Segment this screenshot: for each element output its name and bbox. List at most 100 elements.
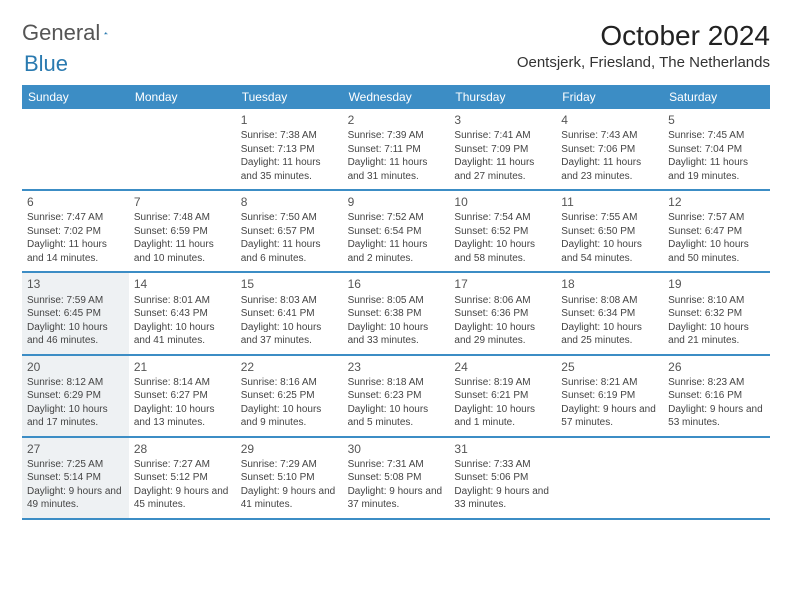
day-number: 1 [241, 112, 338, 128]
day-number: 17 [454, 276, 551, 292]
sunset-line: Sunset: 7:11 PM [348, 143, 445, 157]
day-cell: 31Sunrise: 7:33 AMSunset: 5:06 PMDayligh… [449, 438, 556, 518]
day-cell: 12Sunrise: 7:57 AMSunset: 6:47 PMDayligh… [663, 191, 770, 271]
day-number: 2 [348, 112, 445, 128]
daylight-line: Daylight: 11 hours and 19 minutes. [668, 156, 765, 183]
sunset-line: Sunset: 7:06 PM [561, 143, 658, 157]
day-number: 24 [454, 359, 551, 375]
day-number: 12 [668, 194, 765, 210]
day-cell: 3Sunrise: 7:41 AMSunset: 7:09 PMDaylight… [449, 109, 556, 189]
week-row: 27Sunrise: 7:25 AMSunset: 5:14 PMDayligh… [22, 438, 770, 520]
day-cell: 21Sunrise: 8:14 AMSunset: 6:27 PMDayligh… [129, 356, 236, 436]
sunrise-line: Sunrise: 7:50 AM [241, 211, 338, 225]
sunrise-line: Sunrise: 8:19 AM [454, 376, 551, 390]
daylight-line: Daylight: 10 hours and 58 minutes. [454, 238, 551, 265]
sunrise-line: Sunrise: 8:21 AM [561, 376, 658, 390]
day-cell: 30Sunrise: 7:31 AMSunset: 5:08 PMDayligh… [343, 438, 450, 518]
sunset-line: Sunset: 6:36 PM [454, 307, 551, 321]
daylight-line: Daylight: 11 hours and 10 minutes. [134, 238, 231, 265]
day-cell: 26Sunrise: 8:23 AMSunset: 6:16 PMDayligh… [663, 356, 770, 436]
day-cell: 19Sunrise: 8:10 AMSunset: 6:32 PMDayligh… [663, 273, 770, 353]
day-number: 15 [241, 276, 338, 292]
sunset-line: Sunset: 5:08 PM [348, 471, 445, 485]
month-title: October 2024 [517, 20, 770, 52]
day-cell: 16Sunrise: 8:05 AMSunset: 6:38 PMDayligh… [343, 273, 450, 353]
sunrise-line: Sunrise: 7:29 AM [241, 458, 338, 472]
daylight-line: Daylight: 11 hours and 35 minutes. [241, 156, 338, 183]
calendar-page: General October 2024 Oentsjerk, Frieslan… [0, 0, 792, 540]
sunset-line: Sunset: 6:47 PM [668, 225, 765, 239]
sunset-line: Sunset: 6:32 PM [668, 307, 765, 321]
day-number: 28 [134, 441, 231, 457]
day-number: 30 [348, 441, 445, 457]
daylight-line: Daylight: 11 hours and 27 minutes. [454, 156, 551, 183]
sunrise-line: Sunrise: 7:59 AM [27, 294, 124, 308]
sunset-line: Sunset: 5:10 PM [241, 471, 338, 485]
sunrise-line: Sunrise: 8:14 AM [134, 376, 231, 390]
day-number: 20 [27, 359, 124, 375]
sunset-line: Sunset: 7:13 PM [241, 143, 338, 157]
sunrise-line: Sunrise: 8:12 AM [27, 376, 124, 390]
location-subtitle: Oentsjerk, Friesland, The Netherlands [517, 54, 770, 71]
daylight-line: Daylight: 9 hours and 37 minutes. [348, 485, 445, 512]
empty-cell [556, 438, 663, 518]
brand-logo: General [22, 20, 126, 46]
brand-part2: Blue [24, 51, 68, 76]
day-cell: 27Sunrise: 7:25 AMSunset: 5:14 PMDayligh… [22, 438, 129, 518]
sunset-line: Sunset: 5:14 PM [27, 471, 124, 485]
day-number: 27 [27, 441, 124, 457]
daylight-line: Daylight: 10 hours and 37 minutes. [241, 321, 338, 348]
day-number: 29 [241, 441, 338, 457]
day-number: 10 [454, 194, 551, 210]
day-number: 11 [561, 194, 658, 210]
day-cell: 24Sunrise: 8:19 AMSunset: 6:21 PMDayligh… [449, 356, 556, 436]
day-number: 8 [241, 194, 338, 210]
day-cell: 6Sunrise: 7:47 AMSunset: 7:02 PMDaylight… [22, 191, 129, 271]
sunset-line: Sunset: 6:23 PM [348, 389, 445, 403]
dow-cell: Saturday [663, 85, 770, 109]
sunset-line: Sunset: 6:29 PM [27, 389, 124, 403]
daylight-line: Daylight: 10 hours and 9 minutes. [241, 403, 338, 430]
sunset-line: Sunset: 5:12 PM [134, 471, 231, 485]
sunset-line: Sunset: 6:16 PM [668, 389, 765, 403]
sail-icon [104, 24, 108, 42]
daylight-line: Daylight: 10 hours and 46 minutes. [27, 321, 124, 348]
day-number: 23 [348, 359, 445, 375]
daylight-line: Daylight: 10 hours and 54 minutes. [561, 238, 658, 265]
day-cell: 15Sunrise: 8:03 AMSunset: 6:41 PMDayligh… [236, 273, 343, 353]
sunset-line: Sunset: 7:09 PM [454, 143, 551, 157]
sunset-line: Sunset: 6:59 PM [134, 225, 231, 239]
sunrise-line: Sunrise: 7:43 AM [561, 129, 658, 143]
day-cell: 28Sunrise: 7:27 AMSunset: 5:12 PMDayligh… [129, 438, 236, 518]
sunrise-line: Sunrise: 8:16 AM [241, 376, 338, 390]
daylight-line: Daylight: 11 hours and 31 minutes. [348, 156, 445, 183]
daylight-line: Daylight: 9 hours and 53 minutes. [668, 403, 765, 430]
dow-cell: Tuesday [236, 85, 343, 109]
day-number: 14 [134, 276, 231, 292]
sunset-line: Sunset: 6:19 PM [561, 389, 658, 403]
sunrise-line: Sunrise: 8:23 AM [668, 376, 765, 390]
sunrise-line: Sunrise: 7:47 AM [27, 211, 124, 225]
day-cell: 29Sunrise: 7:29 AMSunset: 5:10 PMDayligh… [236, 438, 343, 518]
sunrise-line: Sunrise: 7:55 AM [561, 211, 658, 225]
sunrise-line: Sunrise: 7:33 AM [454, 458, 551, 472]
day-number: 6 [27, 194, 124, 210]
day-number: 26 [668, 359, 765, 375]
dow-cell: Sunday [22, 85, 129, 109]
daylight-line: Daylight: 11 hours and 23 minutes. [561, 156, 658, 183]
daylight-line: Daylight: 10 hours and 41 minutes. [134, 321, 231, 348]
day-cell: 2Sunrise: 7:39 AMSunset: 7:11 PMDaylight… [343, 109, 450, 189]
sunset-line: Sunset: 7:04 PM [668, 143, 765, 157]
daylight-line: Daylight: 9 hours and 41 minutes. [241, 485, 338, 512]
title-block: October 2024 Oentsjerk, Friesland, The N… [517, 20, 770, 71]
sunset-line: Sunset: 7:02 PM [27, 225, 124, 239]
daylight-line: Daylight: 10 hours and 17 minutes. [27, 403, 124, 430]
daylight-line: Daylight: 10 hours and 5 minutes. [348, 403, 445, 430]
daylight-line: Daylight: 10 hours and 13 minutes. [134, 403, 231, 430]
day-number: 25 [561, 359, 658, 375]
sunset-line: Sunset: 6:38 PM [348, 307, 445, 321]
sunset-line: Sunset: 6:21 PM [454, 389, 551, 403]
day-cell: 17Sunrise: 8:06 AMSunset: 6:36 PMDayligh… [449, 273, 556, 353]
sunset-line: Sunset: 5:06 PM [454, 471, 551, 485]
week-row: 1Sunrise: 7:38 AMSunset: 7:13 PMDaylight… [22, 109, 770, 191]
